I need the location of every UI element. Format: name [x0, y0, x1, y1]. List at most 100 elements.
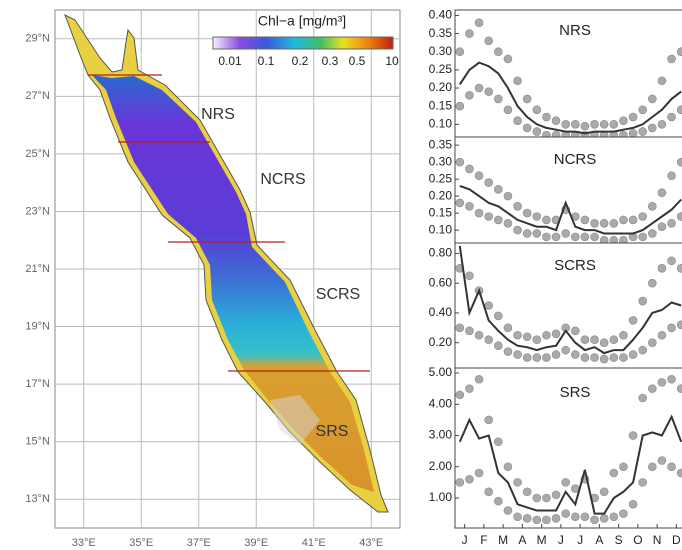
- region-label: SCRS: [316, 286, 360, 303]
- data-point: [465, 164, 474, 174]
- y-tick-label: 0.20: [429, 80, 453, 94]
- data-point: [474, 330, 484, 340]
- y-tick-label: 19°N: [25, 320, 50, 332]
- colorbar-tick-label: 10: [385, 54, 399, 68]
- data-point: [648, 338, 657, 348]
- data-point: [532, 127, 542, 136]
- data-point: [522, 123, 532, 133]
- panel-title: NRS: [559, 22, 591, 39]
- data-point: [484, 301, 493, 310]
- data-point: [522, 332, 532, 342]
- data-point: [657, 330, 667, 340]
- data-point: [667, 112, 676, 122]
- data-point: [455, 478, 465, 487]
- data-point: [465, 474, 474, 484]
- y-tick-label: 0.60: [429, 275, 453, 289]
- data-point: [465, 202, 474, 211]
- data-point: [628, 215, 638, 225]
- data-point: [580, 353, 590, 362]
- data-point: [667, 54, 676, 64]
- data-point: [667, 374, 676, 384]
- data-point: [503, 506, 513, 515]
- data-point: [484, 415, 493, 425]
- y-tick-label: 0.25: [429, 171, 453, 185]
- data-point: [561, 229, 570, 238]
- data-point: [551, 350, 561, 359]
- data-point: [590, 232, 599, 242]
- data-point: [532, 353, 542, 362]
- data-point: [580, 232, 590, 242]
- x-tick-label: M: [537, 533, 547, 547]
- data-point: [657, 263, 667, 273]
- data-point: [580, 215, 590, 225]
- data-point: [542, 330, 551, 340]
- data-point: [484, 335, 493, 345]
- data-point: [619, 462, 628, 472]
- data-point: [628, 350, 638, 359]
- data-point: [522, 229, 532, 238]
- data-point: [513, 478, 522, 487]
- data-point: [638, 393, 647, 403]
- data-point: [599, 120, 609, 129]
- data-point: [657, 222, 667, 231]
- data-point: [571, 232, 580, 242]
- data-point: [619, 215, 628, 225]
- data-point: [676, 263, 682, 273]
- colorbar-tick-label: 0.01: [218, 54, 242, 68]
- data-point: [676, 212, 682, 221]
- data-point: [590, 515, 599, 525]
- data-point: [503, 191, 513, 201]
- data-point: [648, 384, 657, 393]
- data-point: [638, 127, 647, 136]
- data-point: [667, 171, 676, 181]
- data-point: [580, 121, 590, 131]
- region-label: NRS: [201, 106, 235, 123]
- panel-title: SCRS: [554, 257, 596, 274]
- y-tick-label: 2.00: [429, 459, 453, 473]
- data-point: [494, 94, 503, 104]
- colorbar-tick-label: 0.5: [349, 54, 366, 68]
- data-point: [657, 76, 667, 86]
- data-point: [532, 335, 542, 345]
- data-point: [599, 514, 609, 523]
- data-point: [474, 374, 484, 384]
- data-point: [513, 225, 522, 235]
- data-point: [638, 296, 647, 306]
- data-point: [513, 76, 522, 86]
- data-point: [638, 105, 647, 115]
- y-tick-label: 23°N: [25, 205, 50, 217]
- y-tick-label: 4.00: [429, 396, 453, 410]
- data-point: [494, 341, 503, 350]
- data-point: [494, 311, 503, 321]
- data-point: [676, 320, 682, 330]
- data-point: [503, 54, 513, 64]
- data-point: [542, 353, 551, 362]
- data-point: [551, 514, 561, 523]
- sea-chlorophyll: [92, 75, 374, 492]
- y-tick-label: 1.00: [429, 490, 453, 504]
- y-tick-label: 5.00: [429, 365, 453, 379]
- data-point: [513, 512, 522, 522]
- data-point: [676, 105, 682, 115]
- data-point: [494, 215, 503, 225]
- data-point: [465, 271, 474, 281]
- data-point: [522, 487, 532, 497]
- data-point: [619, 330, 628, 340]
- data-point: [619, 509, 628, 518]
- data-point: [571, 326, 580, 336]
- data-point: [667, 462, 676, 472]
- x-tick-label: 43°E: [359, 537, 383, 549]
- data-point: [484, 212, 493, 221]
- data-point: [513, 116, 522, 125]
- data-point: [542, 515, 551, 525]
- data-point: [513, 330, 522, 340]
- x-tick-label: O: [633, 533, 642, 547]
- data-point: [465, 384, 474, 393]
- data-point: [513, 202, 522, 211]
- data-point: [628, 316, 638, 325]
- data-point: [609, 468, 619, 478]
- data-point: [667, 323, 676, 333]
- colorbar-tick-label: 0.2: [292, 54, 309, 68]
- y-tick-label: 0.40: [429, 8, 453, 22]
- x-tick-label: 41°E: [302, 537, 326, 549]
